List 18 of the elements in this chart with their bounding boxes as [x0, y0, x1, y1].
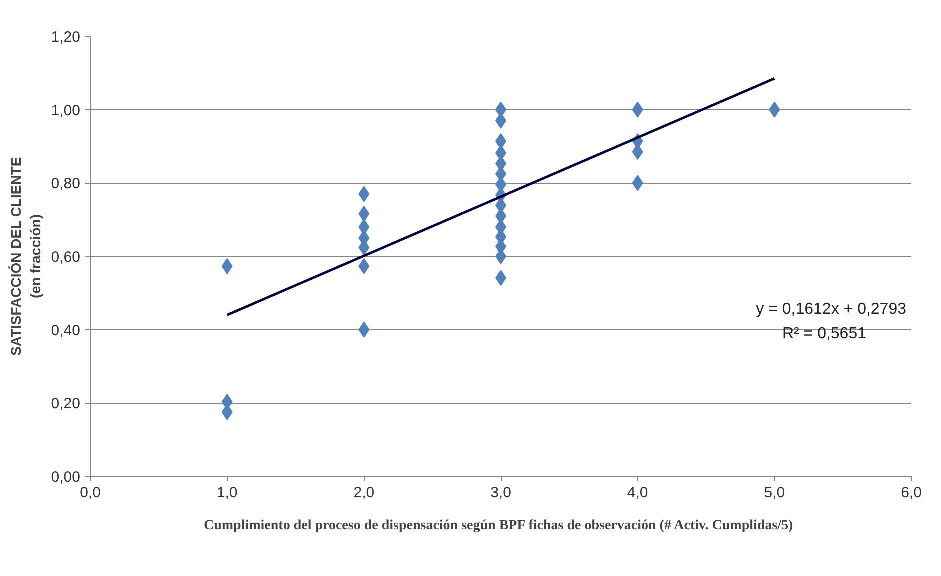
y-tick-label: 0,20	[51, 396, 81, 413]
annotation: R² = 0,5651	[782, 325, 867, 342]
y-tick-label: 1,00	[51, 102, 81, 120]
x-tick-label: 3,0	[490, 484, 512, 502]
x-tick-label: 0,0	[80, 484, 101, 502]
x-axis-title: Cumplimiento del proceso de dispensación según BPF fichas de observación (# Activ. Cumplidas/5)	[204, 518, 794, 534]
x-tick-label: 5,0	[764, 484, 786, 502]
y-tick-label: 1,20	[51, 29, 81, 46]
y-tick-label: 0,00	[51, 469, 81, 486]
x-tick-label: 2,0	[354, 484, 375, 502]
x-tick-label: 4,0	[627, 484, 648, 502]
y-tick-label: 0,80	[51, 176, 81, 193]
y-tick-label: 0,40	[51, 322, 81, 340]
annotation: y = 0,1612x + 0,2793	[756, 301, 907, 318]
y-tick-label: 0,60	[51, 249, 81, 266]
y-axis-title: SATISFACCIÓN DEL CLIENTE (en fracción)	[8, 157, 44, 356]
x-tick-label: 1,0	[216, 484, 238, 502]
x-tick-label: 6,0	[901, 484, 922, 502]
